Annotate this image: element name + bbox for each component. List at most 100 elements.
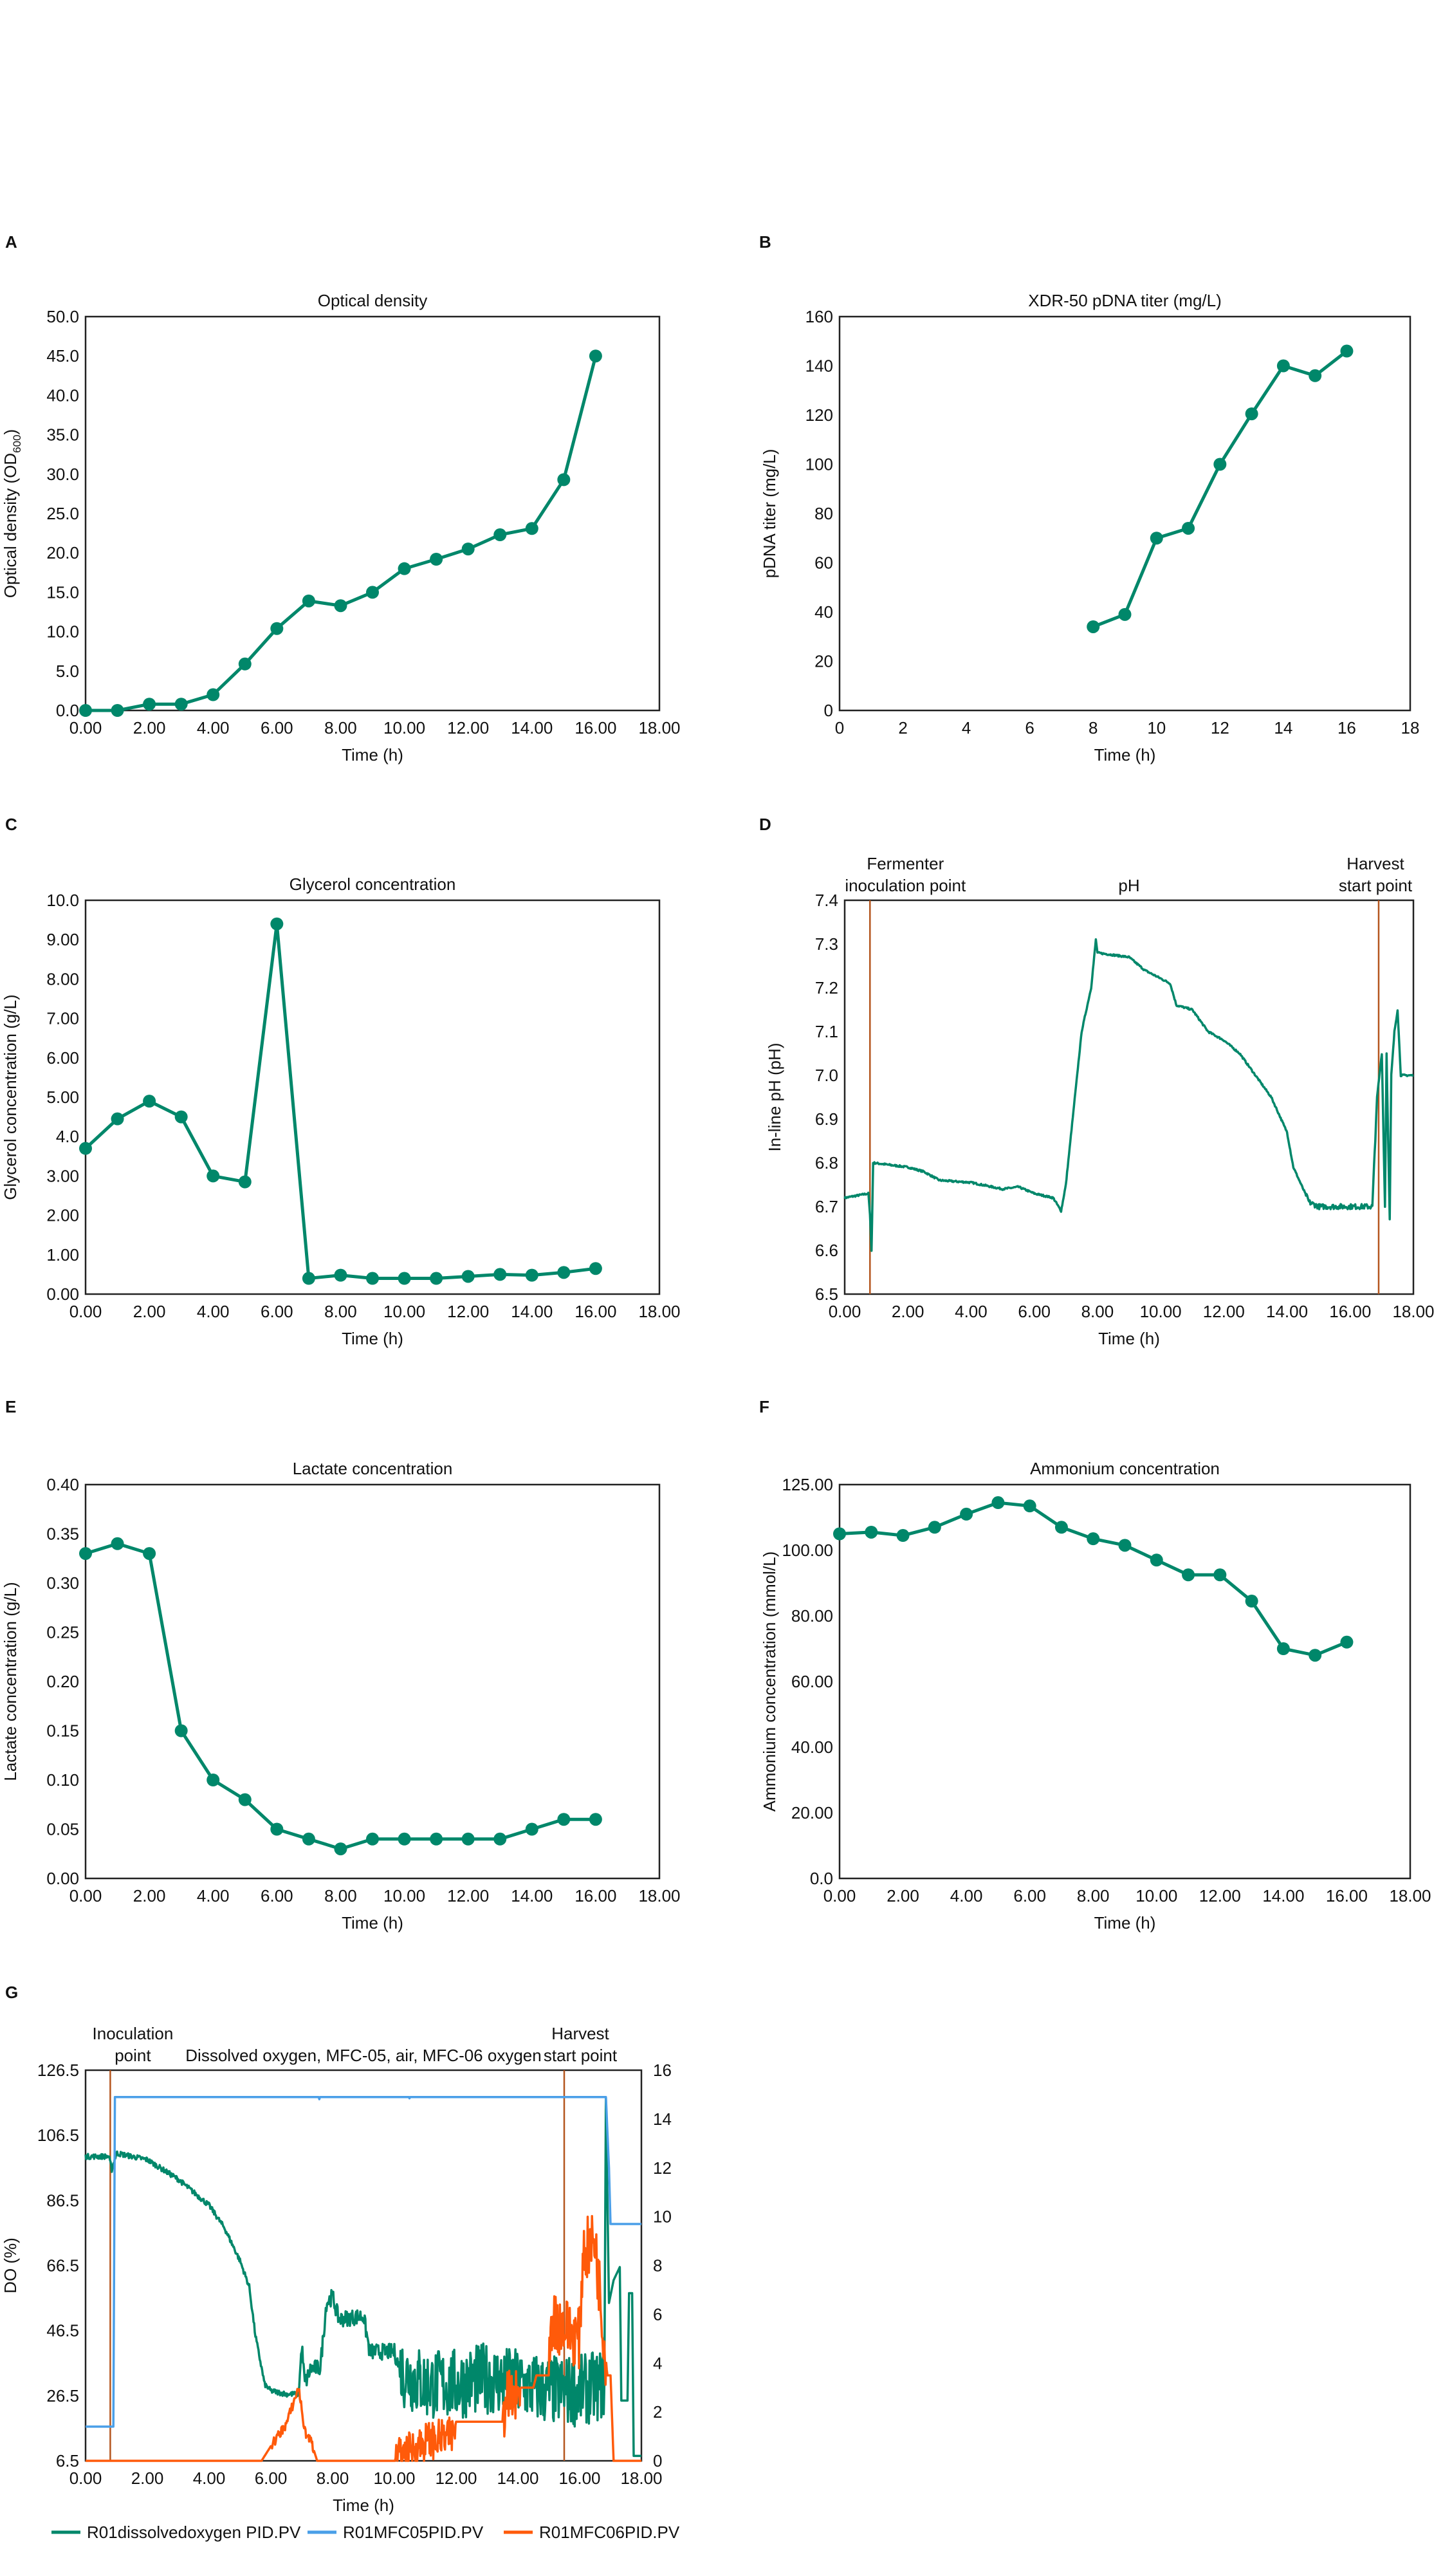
x-tick-label: 14	[1274, 718, 1292, 737]
y-tick-label: 126.5	[37, 2061, 79, 2080]
y2-tick-label: 16	[653, 2061, 672, 2080]
x-tick-label: 8.00	[324, 1886, 357, 1905]
data-point	[366, 1832, 379, 1846]
series-line	[86, 355, 598, 712]
y-tick-label: 3.00	[46, 1166, 79, 1185]
y-tick-label: 7.00	[46, 1009, 79, 1028]
data-point	[461, 542, 475, 556]
x-tick-label: 10	[1147, 718, 1166, 737]
data-point	[493, 1268, 507, 1281]
x-tick-label: 12.00	[447, 718, 489, 737]
y-tick-label: 0.25	[46, 1623, 79, 1642]
data-point	[991, 1496, 1005, 1510]
panel-label: D	[759, 815, 771, 834]
data-point	[111, 1537, 124, 1550]
data-point	[430, 1832, 443, 1846]
data-point	[1182, 1568, 1195, 1582]
event-marker-label: Harvest	[551, 2024, 609, 2043]
data-point	[430, 1272, 443, 1285]
y-tick-label: 66.5	[46, 2256, 79, 2275]
data-point	[398, 1832, 411, 1846]
y-tick-label: 1.00	[46, 1245, 79, 1265]
x-tick-label: 16.00	[574, 1886, 616, 1905]
y-axis-label-part: Optical density (OD	[1, 453, 20, 598]
data-point	[1276, 359, 1290, 373]
data-point	[79, 704, 92, 717]
data-point	[493, 1832, 507, 1846]
data-point	[174, 1110, 188, 1124]
x-tick-label: 2.00	[892, 1302, 924, 1321]
data-point	[430, 552, 443, 566]
x-tick-label: 16.00	[574, 1302, 616, 1321]
data-point	[833, 1527, 846, 1541]
data-point	[238, 657, 252, 671]
data-point	[270, 1822, 284, 1836]
chart-title: Optical density	[318, 291, 428, 310]
data-point	[238, 1793, 252, 1806]
y-tick-label: 0.0	[810, 1869, 833, 1888]
data-point	[302, 1272, 315, 1285]
x-tick-label: 12.00	[447, 1886, 489, 1905]
y-tick-label: 2.00	[46, 1206, 79, 1225]
data-point	[111, 704, 124, 717]
y-tick-label: 6.7	[815, 1197, 838, 1216]
x-tick-label: 8	[1089, 718, 1098, 737]
event-marker-label: Fermenter	[867, 854, 944, 873]
x-tick-label: 4.00	[197, 1886, 230, 1905]
data-point	[589, 349, 602, 363]
data-point	[1276, 1642, 1290, 1655]
panel-label: B	[759, 232, 771, 252]
y-tick-label: 0	[824, 701, 833, 720]
data-point	[302, 1832, 315, 1846]
y-tick-label: 7.4	[815, 891, 838, 910]
x-tick-label: 8.00	[1077, 1886, 1110, 1905]
data-point	[270, 917, 284, 931]
x-axis-label: Time (h)	[342, 745, 403, 764]
y-tick-label: 40	[814, 602, 833, 622]
y-tick-label: 0.00	[46, 1869, 79, 1888]
y-tick-label: 86.5	[46, 2191, 79, 2210]
data-point	[557, 1266, 571, 1279]
y-axis-label: DO (%)	[1, 2238, 20, 2293]
x-tick-label: 18.00	[620, 2469, 662, 2488]
x-tick-label: 2	[898, 718, 907, 737]
x-tick-label: 4	[962, 718, 971, 737]
data-point	[1213, 458, 1227, 471]
data-point	[1150, 1553, 1163, 1567]
x-tick-label: 14.00	[511, 718, 553, 737]
data-point	[1118, 607, 1132, 621]
y2-tick-label: 4	[653, 2353, 662, 2373]
data-point	[207, 688, 220, 701]
data-point	[928, 1521, 941, 1534]
data-point	[174, 1724, 188, 1737]
data-point	[589, 1262, 602, 1275]
x-tick-label: 0.00	[69, 1302, 102, 1321]
y-axis-label: Ammonium concentration (mmol/L)	[760, 1552, 779, 1812]
data-point	[1054, 1521, 1068, 1534]
x-tick-label: 8.00	[1081, 1302, 1114, 1321]
y-tick-label: 6.5	[815, 1284, 838, 1304]
series-line	[1092, 349, 1348, 629]
data-point	[1309, 369, 1322, 382]
y-tick-label: 100	[805, 455, 833, 474]
y2-tick-label: 8	[653, 2256, 662, 2275]
x-tick-label: 2.00	[133, 1302, 166, 1321]
x-tick-label: 6.00	[261, 718, 293, 737]
y-tick-label: 6.5	[56, 2451, 79, 2470]
data-point	[1150, 532, 1163, 545]
legend-label: R01dissolvedoxygen PID.PV	[87, 2523, 301, 2542]
x-tick-label: 8.00	[324, 718, 357, 737]
y-tick-label: 20	[814, 652, 833, 671]
data-point	[79, 1142, 92, 1155]
event-marker-label: start point	[1339, 876, 1413, 895]
x-axis-label: Time (h)	[1094, 745, 1156, 764]
data-point	[111, 1112, 124, 1126]
y-tick-label: 6.9	[815, 1109, 838, 1129]
y2-tick-label: 2	[653, 2402, 662, 2422]
y-tick-label: 30.0	[46, 465, 79, 484]
x-tick-label: 10.00	[383, 718, 425, 737]
x-tick-label: 14.00	[511, 1886, 553, 1905]
y2-tick-label: 0	[653, 2451, 662, 2470]
series-line	[839, 1501, 1348, 1657]
data-point	[461, 1270, 475, 1283]
